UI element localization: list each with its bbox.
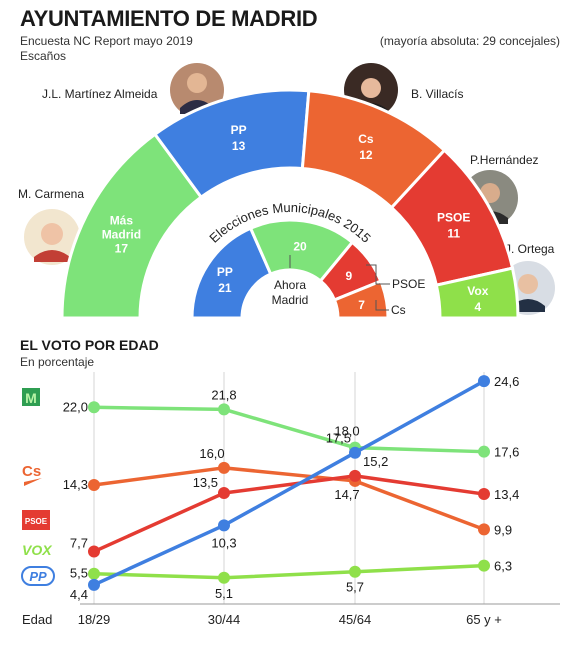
- data-label-vox-2: 5,1: [215, 586, 233, 601]
- seat-2019-label-vox-seats: 4: [475, 300, 482, 314]
- data-label-vox-3: 5,7: [346, 580, 364, 595]
- seat-2015-segment-cs: [332, 279, 390, 320]
- data-label-cs-4: 9,9: [494, 522, 512, 537]
- seat-2015-label-pp-l1: PP: [217, 265, 233, 279]
- data-label-vox-4: 6,3: [494, 559, 512, 574]
- callout-ahora-l1: Ahora: [274, 278, 306, 292]
- series-line-m-s-madrid: [93, 405, 485, 454]
- vote-by-age-subtitle: En porcentaje: [20, 355, 95, 369]
- logo-pp-icon: [21, 566, 55, 586]
- series-line-pp: [93, 379, 485, 587]
- point-pp-3: [349, 446, 361, 459]
- seat-2019-label-m-s-madrid-l1: Más: [110, 214, 134, 228]
- logo-vox-icon: VOX: [22, 542, 53, 558]
- seat-2019-label-pp-l1: PP: [231, 123, 247, 137]
- seat-2019-label-m-s-madrid-seats: 17: [115, 242, 129, 256]
- candidate-carmena-name: M. Carmena: [18, 187, 85, 201]
- data-label-cs-1: 14,3: [63, 477, 88, 492]
- series-line-vox: [93, 563, 485, 580]
- survey-source: Encuesta NC Report mayo 2019: [20, 34, 193, 48]
- data-label-psoe-4: 13,4: [494, 487, 519, 502]
- seat-2019-label-vox-l1: Vox: [467, 284, 488, 298]
- data-label-pp-3: 17,5: [326, 431, 351, 446]
- candidate-hernandez-name: P.Hernández: [470, 153, 539, 167]
- party-logos: M Cs PSOE VOX PP: [21, 388, 55, 586]
- data-label-vox-1: 5,5: [70, 566, 88, 581]
- series-line-psoe: [93, 474, 485, 554]
- candidate-almeida-name: J.L. Martínez Almeida: [42, 87, 158, 101]
- logo-mas-madrid-icon: [22, 388, 40, 406]
- point-m-s-madrid-2: [218, 403, 230, 416]
- seat-2019-label-psoe-seats: 11: [447, 227, 460, 241]
- seat-2015-label-pp-seats: 21: [218, 281, 232, 295]
- data-label-pp-2: 10,3: [211, 535, 236, 550]
- point-pp-2: [218, 519, 230, 532]
- data-label-psoe-2: 13,5: [193, 475, 218, 490]
- chart-title: AYUNTAMIENTO DE MADRID: [20, 6, 318, 31]
- seat-2019-label-cs-seats: 12: [359, 148, 373, 162]
- point-vox-2: [218, 571, 230, 584]
- point-cs-4: [478, 523, 490, 536]
- seat-2015-label-psoe-seats: 9: [345, 269, 352, 283]
- point-vox-1: [88, 567, 100, 580]
- seat-2019-label-pp-seats: 13: [232, 139, 246, 153]
- point-psoe-1: [88, 545, 100, 558]
- series-line-cs: [93, 466, 485, 531]
- point-pp-4: [478, 375, 490, 388]
- majority-note: (mayoría absoluta: 29 concejales): [379, 34, 560, 48]
- seat-2019-label-cs-l1: Cs: [358, 132, 374, 146]
- data-label-pp-4: 24,6: [494, 374, 519, 389]
- data-label-m-s-madrid-1: 22,0: [63, 399, 88, 414]
- units-label: Escaños: [20, 49, 67, 63]
- seat-2019-label-m-s-madrid-l2: Madrid: [102, 228, 141, 242]
- point-vox-4: [478, 559, 490, 572]
- point-cs-2: [218, 461, 230, 474]
- point-pp-1: [88, 578, 100, 591]
- seat-2019-segment-vox: [434, 266, 520, 320]
- avatar-carmena: [24, 209, 80, 265]
- x-tick-45-64: 45/64: [339, 612, 372, 627]
- callout-ahora-l2: Madrid: [272, 293, 309, 307]
- data-label-cs-3: 14,7: [334, 487, 359, 502]
- logo-cs-icon: Cs: [22, 463, 41, 480]
- logo-cs-arrow-icon: [24, 478, 42, 486]
- point-psoe-2: [218, 487, 230, 500]
- logo-psoe-icon: [22, 510, 50, 530]
- seat-2019-label-psoe-l1: PSOE: [437, 211, 470, 225]
- point-vox-3: [349, 565, 361, 578]
- logo-mas-madrid-mark: M: [25, 390, 37, 406]
- data-label-pp-1: 4,4: [70, 587, 88, 602]
- logo-psoe-mark: PSOE: [25, 517, 48, 526]
- seat-2015-label-ahora-madrid-seats: 20: [293, 240, 307, 254]
- data-label-cs-2: 16,0: [199, 446, 224, 461]
- callout-line-psoe: [366, 264, 390, 285]
- callout-psoe: PSOE: [392, 277, 425, 291]
- seat-2015-label-cs-seats: 7: [358, 298, 365, 312]
- data-label-m-s-madrid-3: 18,0: [334, 424, 359, 439]
- vote-by-age-title: EL VOTO POR EDAD: [20, 337, 159, 353]
- point-psoe-3: [349, 469, 361, 482]
- candidate-villacis-name: B. Villacís: [411, 87, 464, 101]
- x-tick-18-29: 18/29: [78, 612, 111, 627]
- callout-line-cs: [375, 300, 389, 311]
- x-tick-30-44: 30/44: [208, 612, 241, 627]
- point-cs-1: [88, 478, 100, 491]
- data-label-m-s-madrid-4: 17,6: [494, 445, 519, 460]
- data-label-psoe-1: 7,7: [70, 536, 88, 551]
- logo-pp-mark: PP: [29, 569, 47, 584]
- callout-cs: Cs: [391, 303, 406, 317]
- candidate-ortega-name: J. Ortega: [505, 242, 555, 256]
- x-axis-label: Edad: [22, 612, 52, 627]
- point-m-s-madrid-4: [478, 445, 490, 458]
- point-m-s-madrid-1: [88, 401, 100, 414]
- x-tick-65-y: 65 y +: [466, 612, 502, 627]
- data-label-psoe-3: 15,2: [363, 454, 388, 469]
- data-label-m-s-madrid-2: 21,8: [211, 387, 236, 402]
- point-psoe-4: [478, 488, 490, 501]
